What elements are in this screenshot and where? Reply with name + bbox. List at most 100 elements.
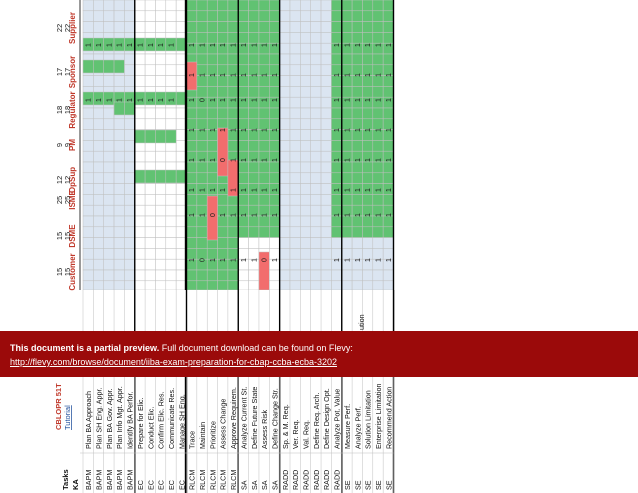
matrix-cell bbox=[124, 10, 136, 22]
matrix-cell bbox=[289, 129, 301, 141]
matrix-cell bbox=[289, 258, 301, 271]
matrix-cell bbox=[279, 140, 291, 152]
matrix-cell bbox=[289, 172, 301, 184]
cell-value: 1 bbox=[355, 98, 362, 102]
matrix-cell bbox=[279, 96, 291, 109]
matrix-cell bbox=[93, 215, 104, 228]
matrix-cell bbox=[351, 280, 363, 291]
matrix-cell bbox=[310, 204, 322, 217]
matrix-cell bbox=[124, 258, 136, 271]
matrix-cell bbox=[103, 118, 115, 130]
matrix-cell bbox=[227, 10, 239, 22]
matrix-cell bbox=[124, 0, 136, 12]
matrix-cell bbox=[144, 75, 156, 87]
matrix-cell bbox=[248, 107, 260, 120]
ka-label: EC bbox=[167, 480, 176, 490]
matrix-cell bbox=[362, 21, 374, 33]
matrix-cell bbox=[217, 21, 229, 33]
matrix-cell bbox=[227, 140, 239, 152]
cell-value: 1 bbox=[200, 73, 207, 77]
matrix-cell bbox=[310, 237, 322, 249]
cell-value: 1 bbox=[262, 128, 269, 132]
matrix-cell-marked bbox=[155, 129, 167, 144]
cell-value: 1 bbox=[365, 213, 372, 217]
matrix-cell bbox=[82, 21, 94, 33]
matrix-cell bbox=[372, 107, 384, 120]
matrix-cell bbox=[82, 129, 94, 141]
cell-value: 1 bbox=[375, 128, 382, 132]
task-label: Communicate Res. bbox=[167, 388, 176, 449]
cell-value: 1 bbox=[86, 98, 93, 102]
matrix-cell bbox=[300, 226, 311, 238]
matrix-cell bbox=[82, 194, 94, 206]
cell-value: 1 bbox=[272, 128, 279, 132]
cell-value: 1 bbox=[344, 258, 351, 262]
matrix-cell bbox=[300, 280, 311, 291]
matrix-cell-flag bbox=[217, 127, 229, 177]
matrix-cell bbox=[372, 172, 384, 184]
cell-value: 1 bbox=[168, 98, 175, 102]
matrix-cell bbox=[300, 172, 311, 184]
cut-off-text: ution bbox=[357, 314, 366, 330]
task-label: Sp. & M. Req. bbox=[281, 404, 290, 449]
matrix-cell bbox=[82, 269, 94, 282]
matrix-cell bbox=[372, 226, 384, 238]
matrix-cell bbox=[113, 204, 125, 217]
task-label: Recommend Action bbox=[384, 387, 393, 449]
cell-value: 1 bbox=[106, 43, 113, 47]
matrix-cell bbox=[289, 96, 301, 109]
matrix-cell bbox=[320, 86, 332, 98]
ka-label: BAPM bbox=[105, 470, 114, 490]
matrix-cell bbox=[300, 107, 311, 120]
matrix-cell bbox=[310, 53, 322, 66]
cell-value: 1 bbox=[210, 128, 217, 132]
matrix-cell bbox=[103, 280, 115, 291]
tutorial-link[interactable]: Tutorial bbox=[63, 405, 72, 430]
ka-label: RLCM bbox=[188, 470, 197, 490]
matrix-cell bbox=[186, 194, 198, 206]
cell-value: 1 bbox=[200, 188, 207, 192]
task-label: Enterprise Limitation bbox=[374, 383, 383, 449]
matrix-cell bbox=[362, 226, 374, 238]
matrix-cell bbox=[248, 226, 260, 238]
task-label: Prepare for Elic. bbox=[136, 397, 145, 449]
cell-value: 1 bbox=[375, 73, 382, 77]
matrix-cell bbox=[300, 96, 311, 109]
matrix-cell bbox=[206, 32, 218, 44]
task-label: Define Design Opt. bbox=[322, 388, 331, 449]
matrix-cell bbox=[165, 269, 177, 282]
ka-label: BAPM bbox=[126, 470, 135, 490]
ka-label: RLCM bbox=[219, 470, 228, 490]
matrix-cell bbox=[320, 53, 332, 66]
matrix-cell bbox=[331, 269, 342, 282]
stakeholder-header: OpSup bbox=[68, 167, 77, 193]
matrix-cell bbox=[134, 0, 146, 12]
matrix-cell bbox=[144, 10, 156, 22]
banner-bold-text: This document is a partial preview. bbox=[10, 343, 160, 353]
matrix-cell bbox=[206, 172, 218, 184]
matrix-cell bbox=[103, 107, 115, 120]
matrix-cell bbox=[320, 204, 332, 217]
matrix-cell bbox=[351, 161, 363, 174]
cell-value: 1 bbox=[241, 128, 248, 132]
matrix-cell bbox=[113, 118, 125, 130]
matrix-cell bbox=[134, 21, 146, 33]
matrix-cell bbox=[165, 194, 177, 206]
matrix-cell bbox=[310, 32, 322, 44]
ka-header: KA bbox=[71, 479, 80, 490]
matrix-cell bbox=[289, 280, 301, 291]
matrix-cell bbox=[310, 96, 322, 109]
matrix-cell bbox=[82, 226, 94, 238]
cell-value: 1 bbox=[355, 43, 362, 47]
matrix-cell bbox=[103, 140, 115, 152]
matrix-cell bbox=[320, 194, 332, 206]
download-link[interactable]: http://flevy.com/browse/document/iiba-ex… bbox=[10, 357, 337, 367]
matrix-cell bbox=[165, 204, 177, 217]
matrix-cell bbox=[258, 226, 270, 238]
matrix-cell bbox=[320, 161, 332, 174]
matrix-cell bbox=[134, 248, 146, 260]
stakeholder-count: 17 bbox=[63, 68, 72, 76]
matrix-cell bbox=[331, 86, 342, 98]
cell-value: 1 bbox=[241, 213, 248, 217]
cell-value: 1 bbox=[251, 128, 258, 132]
